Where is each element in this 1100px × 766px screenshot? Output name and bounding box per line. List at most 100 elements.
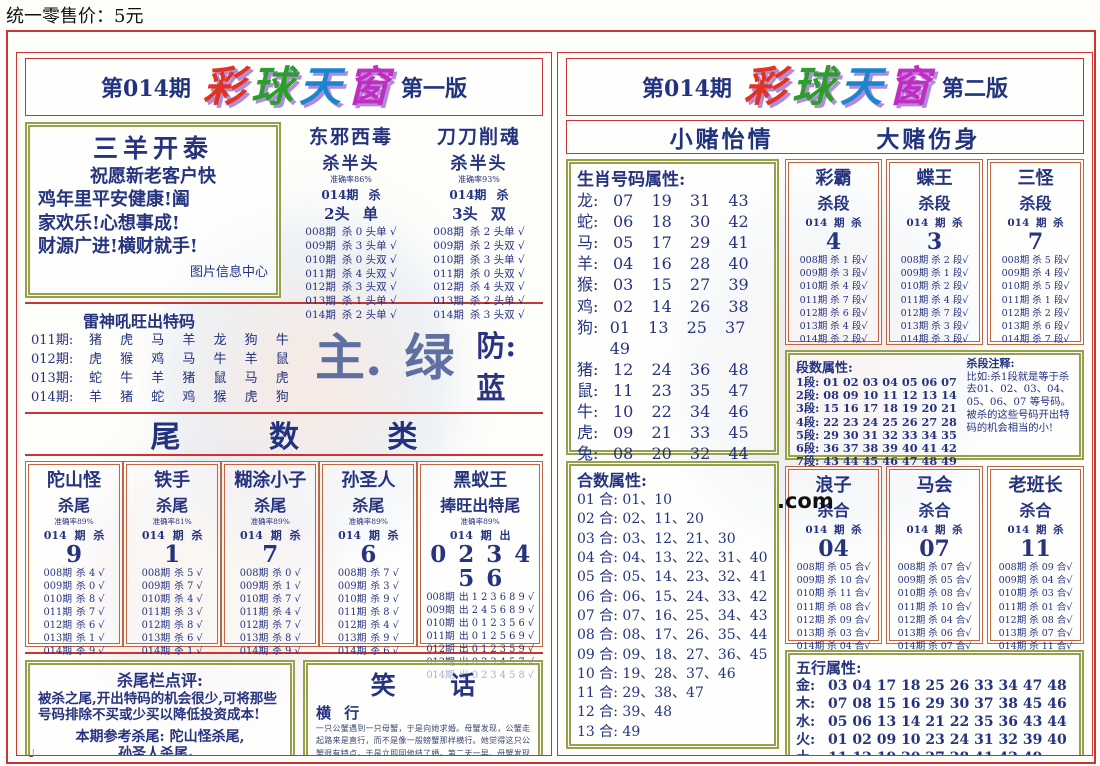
current-value: 11	[1020, 536, 1051, 562]
zodiac-numbers: 02 14 26 38	[613, 296, 749, 316]
history-row: 009期杀 1 √	[225, 580, 315, 593]
history-row: 009期杀 4 段√	[991, 267, 1080, 280]
segment-list: 段数属性: 1段: 01 02 03 04 05 06 07 2段: 08 09 …	[796, 357, 963, 468]
history-row: 008期杀 0 √	[225, 567, 315, 580]
row-issue: 008期	[141, 568, 171, 580]
sum-row: 10 合: 19、28、37、46	[577, 665, 736, 682]
sum-row: 04 合: 04、13、22、31、40	[577, 549, 768, 566]
current-value: 2头 单	[324, 205, 378, 223]
row-issue: 012期	[239, 620, 269, 632]
row-result: 杀 07 合√	[928, 640, 972, 652]
left-page: 第014期 彩球天窗 第一版 三羊开泰 祝愿新老客户快 鸡年里平安健康!阖 家欢乐!…	[16, 52, 552, 756]
zodiac-numbers: 04 16 28 40	[613, 254, 749, 274]
history-row: 014期杀 07 合√	[890, 640, 979, 653]
joke-box: 笑 话 横 行 一只公蟹遇到一只母蟹，于是向她求婚。母蟹发现，公蟹走起路来是直行…	[303, 660, 543, 755]
masthead-char: 天	[298, 62, 341, 111]
five-element-title: 五行属性:	[796, 659, 862, 677]
row-result: 杀 08 合√	[928, 588, 972, 600]
row-issue: 009期	[426, 605, 455, 617]
row-result: 杀 10 合√	[827, 575, 871, 587]
history-row: 008期杀 7 √	[323, 567, 413, 580]
row-result: 杀 4 √	[272, 607, 301, 619]
table-title: 陀山怪	[47, 470, 102, 491]
row-result: 杀 7 √	[174, 581, 203, 593]
row-result: 出 2 4 5 6 8 9 √	[458, 605, 535, 617]
zodiac-row: 鸡: 02 14 26 38	[577, 296, 768, 317]
zodiac-row: 蛇: 06 18 30 42	[577, 211, 768, 232]
five-element-row: 木: 07 08 15 16 29 30 37 38 45 46	[796, 696, 1073, 714]
comment-and-joke-section: 杀尾栏点评: 被杀之尾,开出特码的机会很少,可将那些号码排除不买或少买以降低投资…	[25, 654, 543, 755]
history-row: 011期出 0 1 2 5 6 9 √	[421, 630, 539, 643]
history-row: 009期杀 3 √	[323, 580, 413, 593]
row-issue: 009期	[998, 575, 1027, 587]
history-rows: 008期杀 07 合√ 009期杀 05 合√ 010期杀 08 合√ 011期杀 1…	[890, 561, 979, 653]
table-title: 彩霸	[815, 168, 852, 189]
row-result: 出 0 1 2 5 6 9 √	[458, 631, 535, 643]
row-result: 杀 0 √	[76, 581, 105, 593]
history-row: 008期杀 05 合√	[789, 561, 878, 574]
row-result: 杀 9 √	[370, 633, 399, 645]
row-issue: 012期	[337, 620, 367, 632]
row-result: 杀 9 √	[272, 646, 301, 658]
row-result: 出 1 2 3 6 8 9 √	[458, 592, 535, 604]
history-rows: 008期杀 7 √ 009期杀 3 √ 010期杀 9 √ 011期杀 8 √ 012期…	[323, 567, 413, 658]
element-label: 火:	[796, 731, 816, 748]
row-issue: 011期	[337, 607, 367, 619]
history-row: 014期杀 2 段√	[789, 333, 878, 346]
zodiac-numbers: 08 20 32 44	[613, 444, 749, 464]
current-action: 杀	[368, 188, 381, 202]
history-row: 012期杀 4 头双 √	[415, 281, 543, 295]
history-row: 014期杀 9 √	[225, 645, 315, 658]
zodiac-label: 猪:	[577, 359, 599, 379]
row-result: 杀 03 合√	[827, 627, 871, 639]
element-label: 水:	[796, 713, 816, 730]
zodiac-row: 猴: 03 15 27 39	[577, 274, 768, 295]
row-issue: 012期	[1001, 307, 1030, 319]
zodiac-row: 狗: 01 13 25 37 49	[577, 317, 768, 359]
history-row: 009期杀 3 头单 √	[287, 240, 415, 254]
banner-left-text: 小赌怡情	[669, 126, 774, 153]
row-result: 杀 4 段√	[830, 281, 868, 293]
row-result: 杀 10 合√	[928, 601, 972, 613]
current-issue-line: 014 期 杀	[906, 217, 963, 229]
history-row: 010期杀 0 头双 √	[287, 254, 415, 268]
row-result: 杀 04 合√	[1029, 575, 1073, 587]
history-row: 010期杀 4 √	[127, 593, 217, 606]
row-result: 杀 7 √	[76, 607, 105, 619]
sum-row: 05 合: 05、14、23、32、41	[577, 569, 768, 586]
row-result: 杀 2 头单 √	[469, 226, 525, 238]
zodiac-row: 兔: 08 20 32 44	[577, 443, 768, 464]
row-result: 杀 4 头双 √	[341, 267, 397, 280]
row-issue: 011期	[141, 607, 171, 619]
row-issue: 013期	[796, 627, 825, 639]
history-row: 013期杀 6 段√	[991, 320, 1080, 333]
row-result: 杀 7 段√	[830, 294, 868, 306]
greeting-title: 三羊开泰	[92, 134, 213, 163]
row-issue: 008期	[900, 255, 929, 267]
zodiac-numbers: 07 19 31 43	[613, 191, 749, 210]
greeting-and-halfhead-section: 三羊开泰 祝愿新老客户快 鸡年里平安健康!阖 家欢乐!心想事成! 财源广进!横财就手!…	[25, 116, 543, 321]
row-issue: 010期	[897, 588, 926, 600]
halfhead-table-daodaoxiaohun: 刀刀削魂 杀半头 准确率93% 014期 杀 3头 双 008期杀 2 头单 √…	[415, 122, 543, 321]
row-result: 杀 3 头双 √	[469, 309, 525, 322]
greeting-line: 财源广进!横财就手!	[38, 236, 198, 258]
row-issue: 010期	[426, 618, 455, 630]
table-title: 黑蚁王	[453, 470, 508, 491]
five-element-row: 火: 01 02 09 10 23 24 31 32 39 40	[796, 732, 1073, 750]
current-value: 1	[164, 541, 181, 568]
current-issue-line: 014期 杀	[415, 186, 543, 203]
row-issue: 012期	[433, 281, 464, 294]
zodiac-row: 虎: 09 21 33 45	[577, 422, 768, 443]
leishen-row: 013期: 蛇 牛 羊 猪 鼠 马 虎	[25, 370, 315, 389]
masthead-char: 天	[839, 62, 882, 111]
row-issue: 008期	[433, 226, 464, 238]
history-row: 012期杀 04 合√	[890, 614, 979, 627]
row-result: 杀 0 √	[272, 568, 301, 580]
history-row: 008期杀 2 头单 √	[415, 226, 543, 240]
row-issue: 014期	[796, 640, 825, 652]
history-row: 013期杀 06 合√	[890, 627, 979, 640]
row-result: 杀 8 √	[370, 607, 399, 619]
sum-attribute-box: 合数属性: 01 合: 01、10 02 合: 02、11、20 03 合: 03、…	[566, 461, 779, 749]
comment-reference: 本期参考杀尾: 陀山怪杀尾, 孙圣人杀尾。	[38, 729, 282, 755]
row-result: 出 0 1 2 3 5 6 √	[458, 618, 535, 630]
